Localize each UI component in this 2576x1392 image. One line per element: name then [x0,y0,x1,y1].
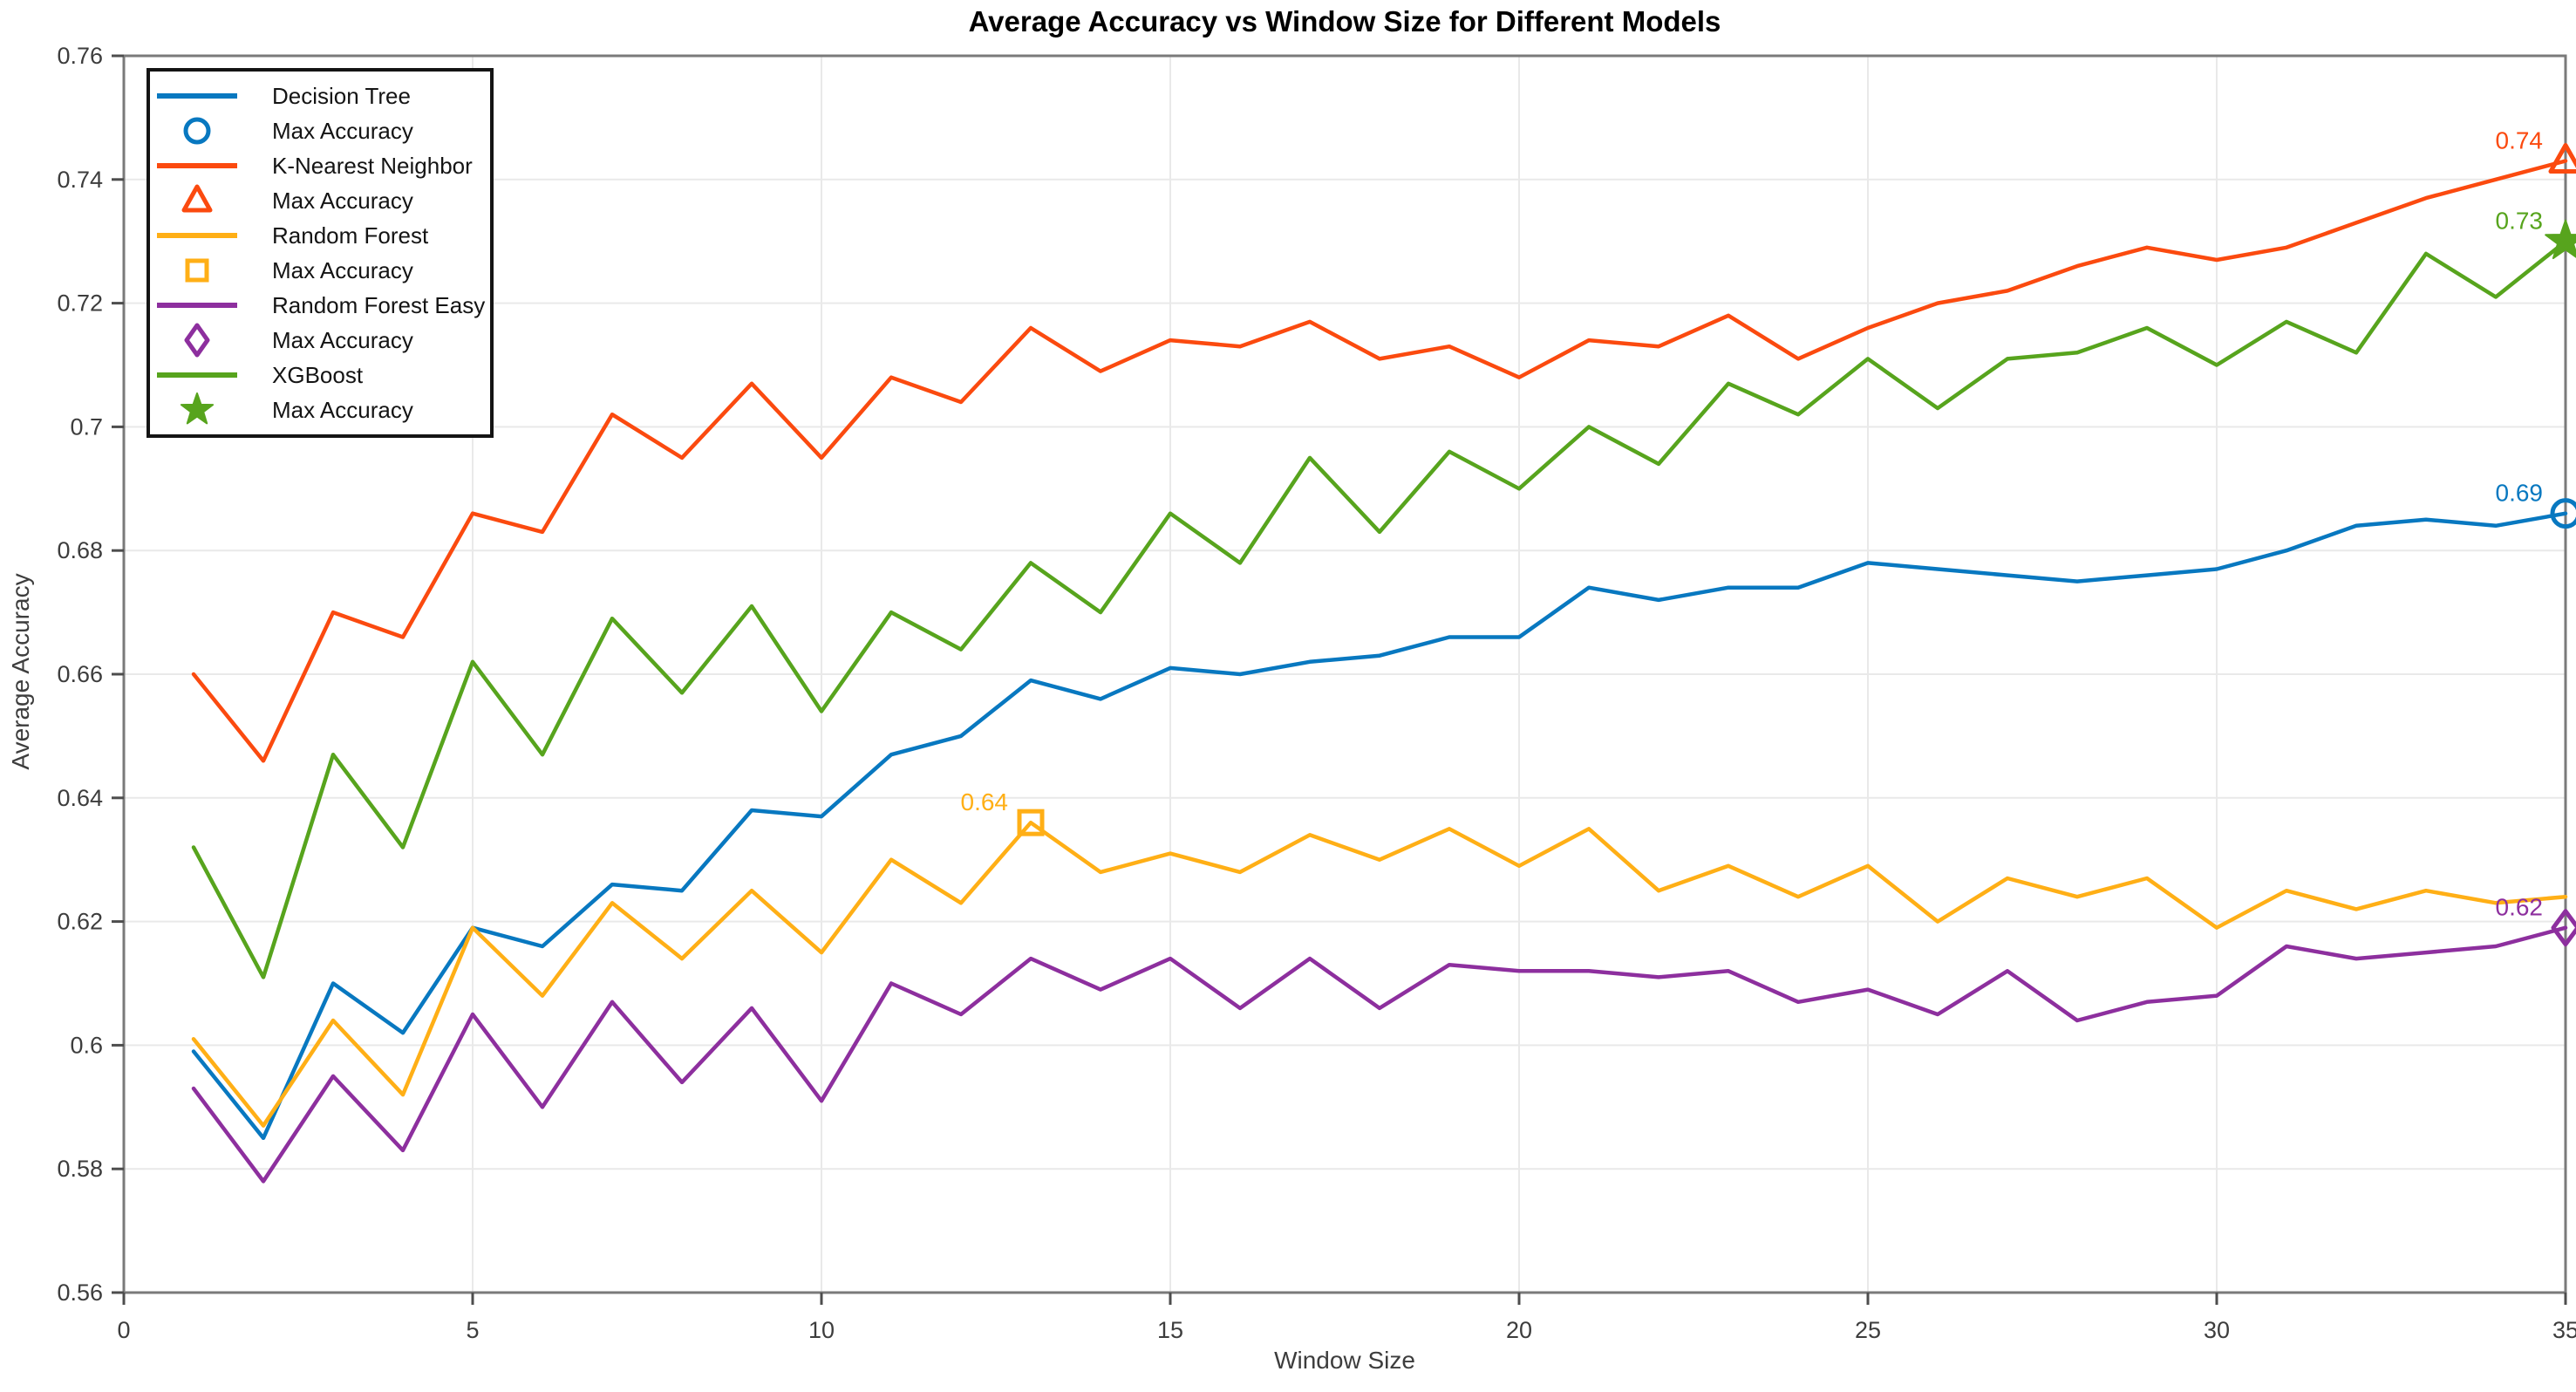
legend-item-label: XGBoost [272,361,364,388]
legend-line-swatch [157,93,237,99]
x-tick-label: 15 [1157,1317,1183,1343]
chart-title: Average Accuracy vs Window Size for Diff… [968,5,1721,38]
legend-item: Decision Tree [150,78,490,113]
circle-marker-icon [2550,498,2576,529]
x-axis-label: Window Size [1274,1347,1415,1374]
legend-item: Max Accuracy [150,253,490,288]
y-tick-label: 0.72 [57,290,103,317]
legend-line-swatch [157,163,237,168]
star-marker-icon [2545,219,2576,260]
x-tick-label: 20 [1506,1317,1532,1343]
legend-item-label: Max Accuracy [272,256,413,283]
max-accuracy-label: 0.62 [2496,894,2544,921]
legend-item-label: K-Nearest Neighbor [272,152,473,179]
legend-item: K-Nearest Neighbor [150,148,490,183]
y-tick-label: 0.66 [57,661,103,687]
max-accuracy-label: 0.64 [961,788,1009,815]
legend-box: Decision Tree Max Accuracy K-Nearest Neigh… [147,68,494,438]
y-tick-label: 0.7 [70,413,103,440]
circle-marker-icon [183,117,211,145]
x-tick-label: 35 [2552,1317,2576,1343]
triangle-marker-icon [181,184,213,213]
legend-item-label: Random Forest Easy [272,291,486,318]
y-axis-label: Average Accuracy [7,573,34,770]
y-tick-label: 0.64 [57,785,103,811]
legend-item-label: Max Accuracy [272,396,413,423]
legend-marker-swatch [180,392,215,425]
y-tick-label: 0.56 [57,1279,103,1306]
legend-item-label: Max Accuracy [272,117,413,144]
legend-line-swatch [157,303,237,308]
series-line [191,239,2568,979]
y-tick-label: 0.76 [57,43,103,69]
y-tick-label: 0.74 [57,167,103,193]
legend-item: Max Accuracy [150,392,490,427]
series-line [191,159,2568,763]
max-accuracy-label: 0.73 [2496,208,2544,235]
y-tick-label: 0.62 [57,909,103,935]
x-tick-label: 10 [808,1317,835,1343]
legend-item-label: Decision Tree [272,82,411,109]
square-marker-icon [185,258,209,283]
legend-marker-swatch [181,184,213,213]
legend-item: Max Accuracy [150,323,490,358]
y-tick-label: 0.68 [57,537,103,563]
star-marker-icon [180,392,215,425]
series-line [191,925,2568,1184]
legend-item: XGBoost [150,358,490,392]
series-line [191,820,2568,1128]
legend-item: Random Forest [150,218,490,253]
series-line [191,511,2568,1141]
legend-item-label: Random Forest [272,222,429,249]
legend-marker-swatch [185,258,209,283]
legend-line-swatch [157,233,237,238]
x-tick-label: 0 [117,1317,130,1343]
x-tick-label: 30 [2204,1317,2230,1343]
y-tick-label: 0.58 [57,1156,103,1182]
legend-item: Max Accuracy [150,113,490,148]
legend-item: Max Accuracy [150,183,490,218]
x-tick-label: 25 [1855,1317,1881,1343]
y-tick-label: 0.6 [70,1032,103,1058]
square-marker-icon [1017,809,1045,836]
diamond-marker-icon [2551,909,2576,947]
max-accuracy-label: 0.74 [2496,127,2544,154]
diamond-marker-icon [184,323,210,358]
triangle-marker-icon [2548,143,2576,174]
legend-item: Random Forest Easy [150,288,490,323]
legend-line-swatch [157,372,237,378]
legend-marker-swatch [184,323,210,358]
legend-marker-swatch [183,117,211,145]
legend-item-label: Max Accuracy [272,326,413,353]
max-accuracy-label: 0.69 [2496,480,2544,507]
legend-item-label: Max Accuracy [272,187,413,214]
x-tick-label: 5 [466,1317,479,1343]
